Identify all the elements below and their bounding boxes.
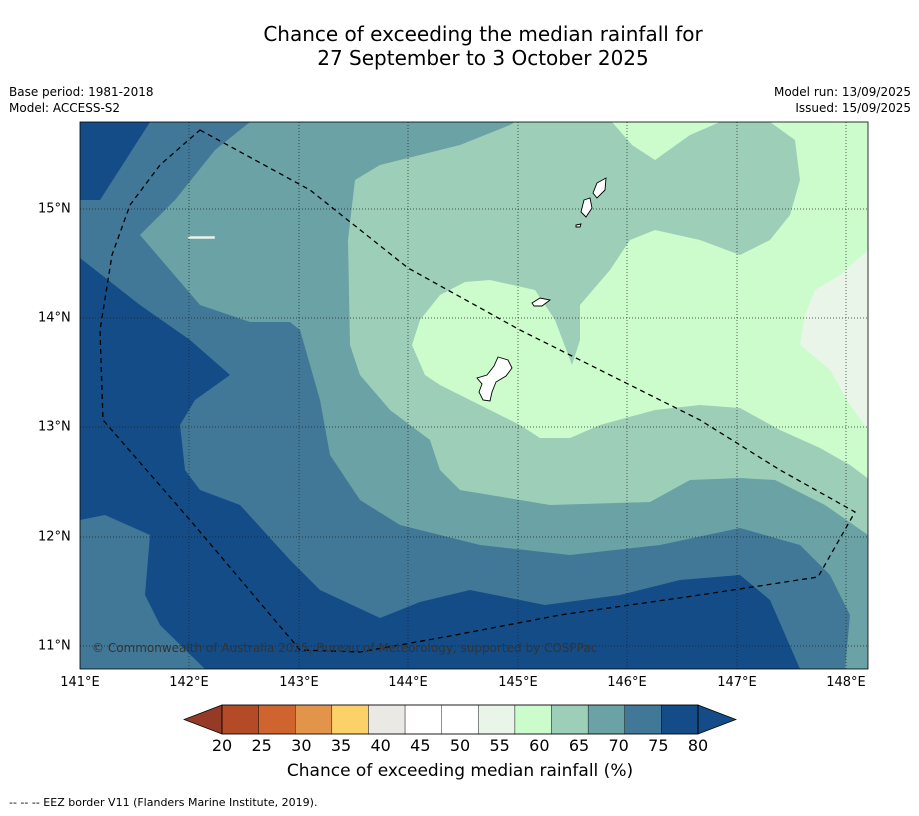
contour-band-60 [412, 122, 868, 479]
graticule [80, 122, 868, 669]
colorbar-tick-label: 20 [211, 736, 233, 755]
contour-band-55-patch [187, 235, 216, 240]
metadata-left: Base period: 1981-2018 Model: ACCESS-S2 [9, 84, 154, 116]
x-tick-146e: 146°E [607, 675, 647, 690]
y-tick-13n: 13°N [38, 419, 71, 435]
colorbar-tick-label: 35 [330, 736, 352, 755]
y-tick-15n: 15°N [38, 201, 71, 217]
x-tick-142e: 142°E [169, 675, 209, 690]
model-run: Model run: 13/09/2025 [773, 85, 911, 99]
y-tick-12n: 12°N [38, 529, 71, 545]
colorbar-swatch [551, 704, 589, 735]
colorbar-under-arrow [183, 704, 223, 735]
x-tick-143e: 143°E [279, 675, 319, 690]
x-tick-144e: 144°E [388, 675, 428, 690]
colorbar-swatch [331, 704, 369, 735]
colorbar-over-arrow [697, 704, 737, 735]
colorbar-tick-label: 30 [291, 736, 312, 755]
colorbar-tick-label: 45 [410, 736, 431, 755]
eez-border [99, 129, 856, 653]
map-area [80, 122, 868, 669]
colorbar-swatch [295, 704, 333, 735]
contour-band-55 [800, 250, 868, 430]
title-line-2: 27 September to 3 October 2025 [317, 46, 649, 70]
colorbar-tick-label: 25 [251, 736, 272, 755]
island-saipan [592, 177, 607, 199]
colorbar-frame [221, 704, 699, 735]
copyright-notice: © Commonwealth of Australia 2025, Bureau… [92, 641, 598, 655]
island-rota [531, 297, 552, 307]
islands [476, 177, 607, 402]
colorbar-tick-label: 55 [489, 736, 510, 755]
colorbar-swatch [441, 704, 479, 735]
x-tick-147e: 147°E [717, 675, 757, 690]
colorbar-swatch [368, 704, 406, 735]
colorbar-swatch [661, 704, 699, 735]
base-period: Base period: 1981-2018 [9, 85, 154, 99]
island-aguijan [575, 223, 582, 228]
colorbar-swatch [258, 704, 296, 735]
colorbar-tick-label: 40 [370, 736, 391, 755]
colorbar-swatch [221, 704, 259, 735]
colorbar-tick-label: 60 [529, 736, 550, 755]
colorbar-title: Chance of exceeding median rainfall (%) [286, 761, 634, 781]
map-frame [79, 121, 869, 670]
x-tick-148e: 148°E [826, 675, 866, 690]
y-tick-14n: 14°N [38, 310, 71, 326]
colorbar-swatch [478, 704, 516, 735]
x-tick-141e: 141°E [60, 675, 100, 690]
y-tick-11n: 11°N [38, 638, 71, 654]
colorbar-tick-label: 80 [687, 736, 709, 755]
eez-legend-note: -- -- -- EEZ border V11 (Flanders Marine… [9, 796, 318, 809]
colorbar-tick-label: 50 [449, 736, 471, 755]
island-tinian [580, 197, 593, 218]
colorbar-tick-label: 75 [648, 736, 669, 755]
x-tick-145e: 145°E [498, 675, 538, 690]
metadata-right: Model run: 13/09/2025 Issued: 15/09/2025 [774, 84, 911, 116]
island-guam [476, 356, 513, 402]
issued-date: Issued: 15/09/2025 [795, 101, 911, 115]
colorbar-swatch [514, 704, 552, 735]
colorbar-swatch [404, 704, 442, 735]
colorbar-swatch [624, 704, 662, 735]
colorbar-tick-label: 65 [568, 736, 590, 755]
colorbar-tick-label: 70 [608, 736, 629, 755]
contour-band-75-south-west [80, 515, 205, 669]
colorbar-swatch [587, 704, 625, 735]
map-title: Chance of exceeding the median rainfall … [0, 22, 919, 70]
model-name: Model: ACCESS-S2 [9, 101, 121, 115]
title-line-1: Chance of exceeding the median rainfall … [263, 22, 703, 46]
colorbar [183, 704, 737, 735]
